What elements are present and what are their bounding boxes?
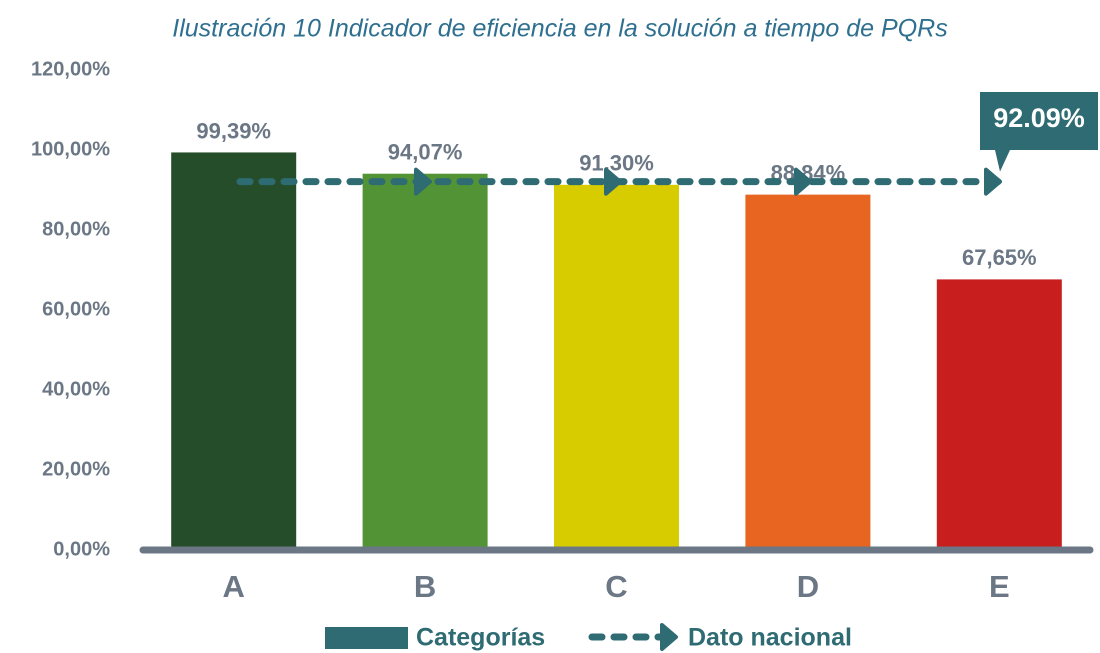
y-tick-label: 20,00%	[42, 458, 110, 480]
arrowhead	[984, 167, 1002, 196]
data-label: 91,30%	[579, 151, 654, 176]
arrowhead	[604, 167, 622, 196]
bar	[362, 173, 488, 550]
y-tick-label: 60,00%	[42, 298, 110, 320]
legend-label: Categorías	[416, 624, 545, 652]
x-tick-label: B	[414, 569, 436, 604]
x-tick-label: A	[223, 569, 245, 604]
y-tick-label: 0,00%	[53, 538, 110, 560]
bar	[171, 152, 297, 550]
legend-line	[588, 623, 680, 651]
legend-label: Dato nacional	[688, 624, 852, 652]
arrowhead	[660, 623, 678, 651]
x-tick-label: E	[989, 569, 1010, 604]
callout	[980, 92, 1098, 172]
y-tick-label: 120,00%	[31, 58, 110, 80]
x-tick-label: C	[605, 569, 627, 604]
x-tick-label: D	[797, 569, 819, 604]
data-label: 67,65%	[962, 245, 1037, 270]
data-label: 94,07%	[388, 140, 463, 165]
national-line	[236, 167, 1004, 196]
arrowhead	[794, 167, 812, 196]
arrowhead	[414, 167, 432, 196]
bar	[554, 184, 679, 551]
callout-label: 92.09%	[993, 103, 1085, 133]
y-tick-label: 40,00%	[42, 378, 110, 400]
y-tick-label: 80,00%	[42, 218, 110, 240]
legend-swatch	[325, 627, 408, 649]
bar	[936, 279, 1062, 550]
chart-title: Ilustración 10 Indicador de eficiencia e…	[172, 15, 947, 43]
data-label: 99,39%	[196, 118, 271, 143]
bar	[745, 194, 871, 550]
y-tick-label: 100,00%	[31, 138, 110, 160]
